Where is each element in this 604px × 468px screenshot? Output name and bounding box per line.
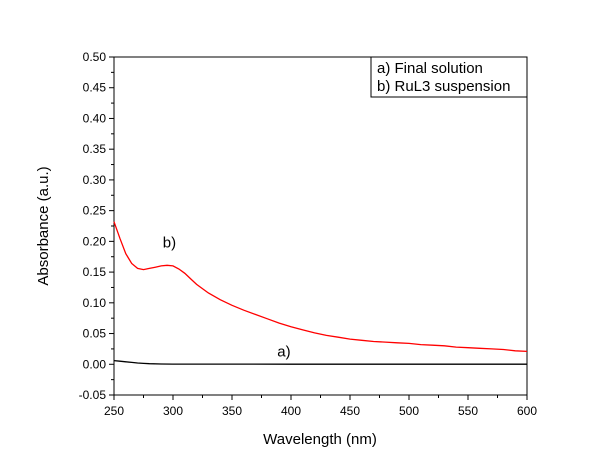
x-tick-label: 250: [104, 404, 124, 418]
y-tick-label: 0.20: [83, 234, 107, 248]
y-tick-label: 0.45: [83, 81, 107, 95]
y-tick-label: 0.35: [83, 142, 107, 156]
y-tick-label: 0.25: [83, 204, 107, 218]
x-tick-label: 400: [281, 404, 301, 418]
legend-box: [370, 56, 528, 98]
plot-frame: [113, 56, 528, 396]
data-series: [113, 221, 528, 365]
y-tick-label: 0.50: [83, 50, 107, 64]
series-line-a: [113, 359, 527, 365]
y-tick-label: 0.40: [83, 111, 107, 125]
y-tick-label: 0.00: [83, 357, 107, 371]
y-tick-label: 0.10: [83, 296, 107, 310]
x-tick-label: 350: [222, 404, 242, 418]
y-tick-label: 0.15: [83, 265, 107, 279]
axis-tick-labels: 250 300 350 400 450 500 550 600 -0.05 0.00 0.05 0.1…: [79, 50, 538, 418]
x-tick-label: 550: [458, 404, 478, 418]
annotation-b: b): [163, 235, 176, 252]
y-tick-label: -0.05: [79, 388, 107, 402]
y-tick-label: 0.30: [83, 173, 107, 187]
x-tick-label: 600: [517, 404, 537, 418]
y-tick-label: 0.05: [83, 327, 107, 341]
x-tick-label: 500: [399, 404, 419, 418]
y-axis-title: Absorbance (a.u.): [35, 166, 52, 285]
axis-ticks: [109, 56, 528, 400]
x-tick-label: 300: [163, 404, 183, 418]
x-tick-label: 450: [340, 404, 360, 418]
legend-entry-a: a) Final solution: [377, 60, 483, 77]
legend: a) Final solution b) RuL3 suspension: [370, 56, 528, 98]
x-axis-title: Wavelength (nm): [263, 431, 377, 448]
annotation-a: a): [277, 343, 290, 360]
series-line-b: [113, 221, 528, 353]
legend-entry-b: b) RuL3 suspension: [377, 78, 510, 95]
